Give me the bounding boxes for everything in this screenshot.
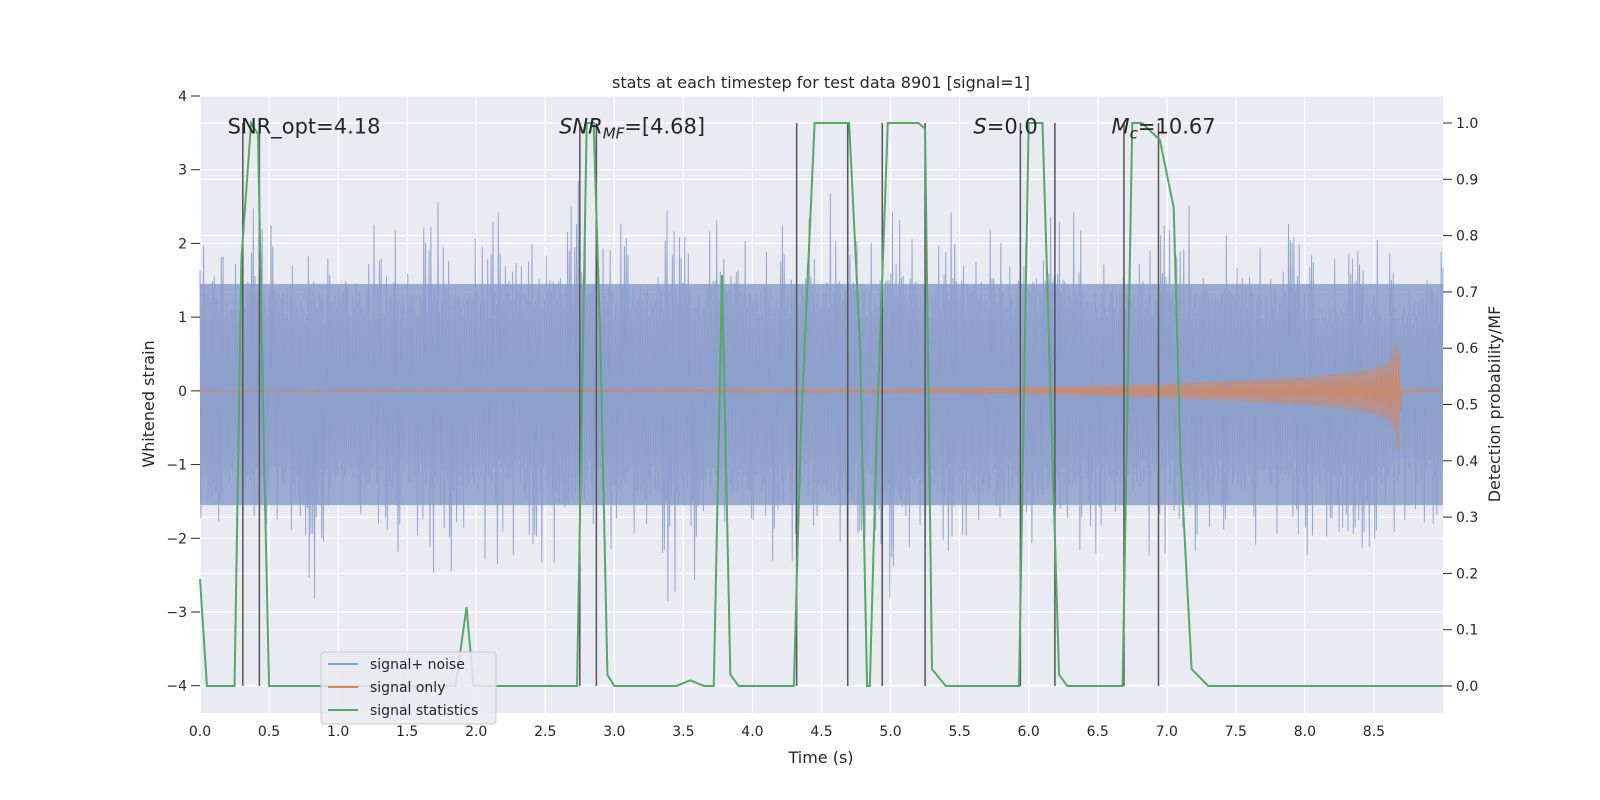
y-right-tick-label-8: 0.2: [1456, 566, 1478, 582]
y-right-tick-label-1: 0.9: [1456, 172, 1478, 188]
annotation-3: Mc=10.67: [1112, 114, 1216, 142]
annotation-1-base: SNR: [559, 114, 603, 138]
signal-noise-series: [199, 181, 1444, 602]
x-tick-label-13: 6.5: [1087, 724, 1109, 740]
chart-title: stats at each timestep for test data 890…: [612, 73, 1030, 92]
y-right-tick-label-6: 0.4: [1456, 454, 1478, 470]
y-left-tick-label-0: 4: [178, 89, 187, 105]
annotation-3-base: M: [1112, 114, 1130, 138]
y-left-axis-ticks: 4 3 2 1 0 −1 −2 −3 −4: [166, 89, 200, 695]
x-tick-label-10: 5.0: [879, 724, 901, 740]
y-right-tick-label-10: 0.0: [1456, 679, 1478, 695]
x-tick-label-4: 2.0: [465, 724, 487, 740]
y-right-tick-label-2: 0.8: [1456, 229, 1478, 245]
y-left-tick-label-1: 3: [178, 163, 187, 179]
annotation-0: SNR_opt=4.18: [228, 114, 381, 139]
annotation-1-subscript: MF: [603, 124, 625, 142]
signal-noise-line: [199, 181, 1444, 602]
legend-label-signal-statistics: signal statistics: [370, 703, 478, 719]
annotation-1: SNRMF=[4.68]: [559, 114, 705, 142]
y-right-axis-ticks: 1.0 0.9 0.8 0.7 0.6 0.5 0.4 0.3 0.2 0.1 0.0: [1443, 116, 1478, 695]
x-tick-label-12: 6.0: [1018, 724, 1040, 740]
x-tick-label-17: 8.5: [1363, 724, 1385, 740]
x-tick-label-16: 8.0: [1294, 724, 1316, 740]
x-tick-label-3: 1.5: [396, 724, 418, 740]
annotation-2-base: S: [973, 114, 986, 138]
x-axis-ticks: 0.0 0.5 1.0 1.5 2.0 2.5 3.0 3.5 4.0 4.5 5.0 5.5 6.0 6…: [189, 724, 1385, 740]
legend-label-signal-noise: signal+ noise: [370, 657, 465, 673]
y-left-tick-label-4: 0: [178, 384, 187, 400]
y-left-tick-label-5: −1: [166, 458, 187, 474]
x-tick-label-1: 0.5: [258, 724, 280, 740]
y-left-tick-label-6: −2: [166, 531, 187, 547]
y-right-tick-label-5: 0.5: [1456, 398, 1478, 414]
x-tick-label-15: 7.5: [1225, 724, 1247, 740]
x-tick-label-2: 1.0: [327, 724, 349, 740]
legend: signal+ noise signal only signal statist…: [320, 651, 497, 725]
y-right-axis-label: Detection probability/MF: [1485, 306, 1504, 503]
annotations: SNR_opt=4.18 SNRMF=[4.68] S=0.0 Mc=10.67: [228, 114, 1216, 142]
y-left-tick-label-7: −3: [166, 605, 187, 621]
signal-only-line: [199, 341, 1444, 450]
y-left-tick-label-8: −4: [166, 679, 187, 695]
y-right-tick-label-0: 1.0: [1456, 116, 1478, 132]
y-left-axis-label: Whitened strain: [139, 340, 158, 467]
annotation-3-subscript: c: [1130, 124, 1139, 142]
annotation-2-value: =0.0: [987, 114, 1038, 138]
y-right-tick-label-7: 0.3: [1456, 510, 1478, 526]
x-tick-label-14: 7.0: [1156, 724, 1178, 740]
y-right-tick-label-3: 0.7: [1456, 285, 1478, 301]
signal-only-series: [199, 341, 1444, 450]
y-right-tick-label-9: 0.1: [1456, 623, 1478, 639]
x-tick-label-8: 4.0: [741, 724, 763, 740]
legend-box: [320, 651, 497, 725]
legend-label-signal-only: signal only: [370, 680, 445, 696]
vertical-markers: [242, 123, 1160, 686]
y-right-tick-label-4: 0.6: [1456, 341, 1478, 357]
annotation-2: S=0.0: [973, 114, 1037, 138]
x-tick-label-0: 0.0: [189, 724, 211, 740]
x-tick-label-11: 5.5: [948, 724, 970, 740]
y-left-tick-label-3: 1: [178, 310, 187, 326]
x-tick-label-7: 3.5: [672, 724, 694, 740]
x-axis-label: Time (s): [787, 748, 853, 767]
annotation-3-value: =10.67: [1138, 114, 1216, 138]
x-tick-label-9: 4.5: [810, 724, 832, 740]
y-left-tick-label-2: 2: [178, 236, 187, 252]
annotation-1-value: =[4.68]: [624, 114, 705, 138]
x-tick-label-5: 2.5: [534, 724, 556, 740]
x-tick-label-6: 3.0: [603, 724, 625, 740]
